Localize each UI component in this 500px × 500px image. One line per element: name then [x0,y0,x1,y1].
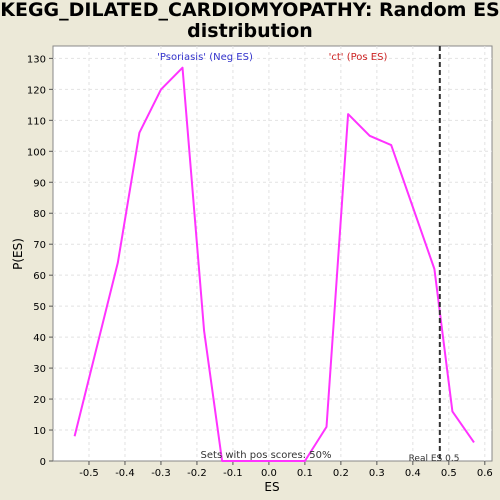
x-axis: -0.5 -0.4 -0.3 -0.2 -0.1 0.0 0.1 0.2 0.3 0.4 0.5 0.… [79,461,493,479]
x-tick-label: -0.3 [151,468,171,479]
x-tick-label: 0.4 [405,468,421,479]
y-tick-label: 90 [33,178,46,189]
x-tick-label: 0.1 [297,468,313,479]
x-tick-label: -0.4 [115,468,135,479]
chart-title-line-2: distribution [187,20,313,42]
x-tick-label: 0.5 [441,468,457,479]
y-tick-label: 0 [40,457,46,468]
y-tick-label: 70 [33,240,46,251]
y-tick-label: 130 [27,54,46,65]
y-tick-label: 30 [33,364,46,375]
y-tick-label: 80 [33,209,46,220]
y-tick-label: 120 [27,85,46,96]
y-tick-label: 40 [33,333,46,344]
real-es-label: Real ES 0.5 [409,454,460,464]
y-tick-label: 100 [27,147,46,158]
neg-es-label: 'Psoriasis' (Neg ES) [157,52,253,63]
x-tick-label: -0.1 [223,468,243,479]
y-axis-label: P(ES) [11,238,25,270]
annotations: 'Psoriasis' (Neg ES) 'ct' (Pos ES) Sets … [157,52,459,464]
es-distribution-line [73,66,475,462]
x-axis-label: ES [264,480,279,494]
y-tick-label: 60 [33,271,46,282]
x-tick-label: 0.2 [333,468,349,479]
plot-area [52,45,493,462]
y-tick-label: 10 [33,426,46,437]
chart-title: KEGG_DILATED_CARDIOMYOPATHY: Random ES d… [0,0,500,42]
x-tick-label: -0.2 [187,468,207,479]
x-tick-label: -0.5 [79,468,99,479]
y-tick-label: 110 [27,116,46,127]
y-tick-label: 50 [33,302,46,313]
y-tick-label: 20 [33,395,46,406]
x-tick-label: 0.0 [261,468,277,479]
y-axis: 0 10 20 30 40 50 60 70 80 90 100 110 120 130 [27,54,53,468]
series-layer [73,46,475,462]
pos-scores-label: Sets with pos scores: 50% [201,450,332,461]
x-tick-label: 0.3 [369,468,385,479]
x-tick-label: 0.6 [477,468,493,479]
pos-es-label: 'ct' (Pos ES) [329,52,388,63]
chart-title-line-1: KEGG_DILATED_CARDIOMYOPATHY: Random ES [0,0,500,21]
